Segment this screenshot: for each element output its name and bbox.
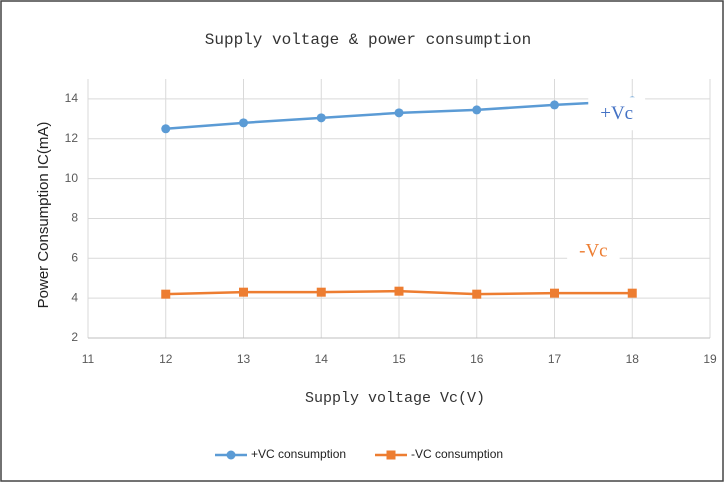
marker — [316, 113, 326, 123]
marker — [386, 450, 396, 460]
annotation-bg — [567, 234, 620, 268]
y-tick-label: 10 — [65, 171, 79, 185]
y-axis-label: Power Consumption IC(mA) — [35, 122, 52, 309]
x-tick-label: 13 — [237, 352, 251, 366]
x-tick-label: 17 — [548, 352, 562, 366]
y-tick-label: 2 — [71, 330, 78, 344]
marker — [394, 286, 404, 296]
y-tick-label: 12 — [65, 131, 79, 145]
chart-title: Supply voltage & power consumption — [205, 31, 531, 49]
y-tick-label: 8 — [71, 211, 78, 225]
annotation: -Vc — [579, 241, 607, 262]
x-tick-label: 15 — [392, 352, 406, 366]
legend-label: -VC consumption — [411, 447, 503, 461]
marker — [394, 108, 404, 118]
marker — [472, 289, 482, 299]
y-tick-label: 4 — [71, 290, 78, 304]
x-tick-label: 19 — [703, 352, 717, 366]
marker — [472, 105, 482, 115]
annotation: +Vc — [600, 103, 633, 124]
y-tick-label: 6 — [71, 250, 78, 264]
marker — [226, 450, 236, 460]
legend-label: +VC consumption — [251, 447, 346, 461]
annotation-bg — [588, 97, 646, 131]
x-tick-label: 12 — [159, 352, 173, 366]
marker — [627, 288, 637, 298]
marker — [316, 287, 326, 297]
x-tick-label: 16 — [470, 352, 484, 366]
x-axis-label: Supply voltage Vc(V) — [305, 390, 485, 407]
marker — [239, 287, 248, 297]
marker — [161, 124, 171, 134]
x-tick-label: 14 — [315, 352, 329, 366]
marker — [161, 289, 171, 299]
x-tick-label: 11 — [82, 352, 95, 366]
marker — [550, 288, 559, 298]
y-tick-label: 14 — [65, 91, 79, 105]
marker — [550, 100, 559, 110]
x-tick-label: 18 — [626, 352, 640, 366]
marker — [239, 118, 248, 128]
